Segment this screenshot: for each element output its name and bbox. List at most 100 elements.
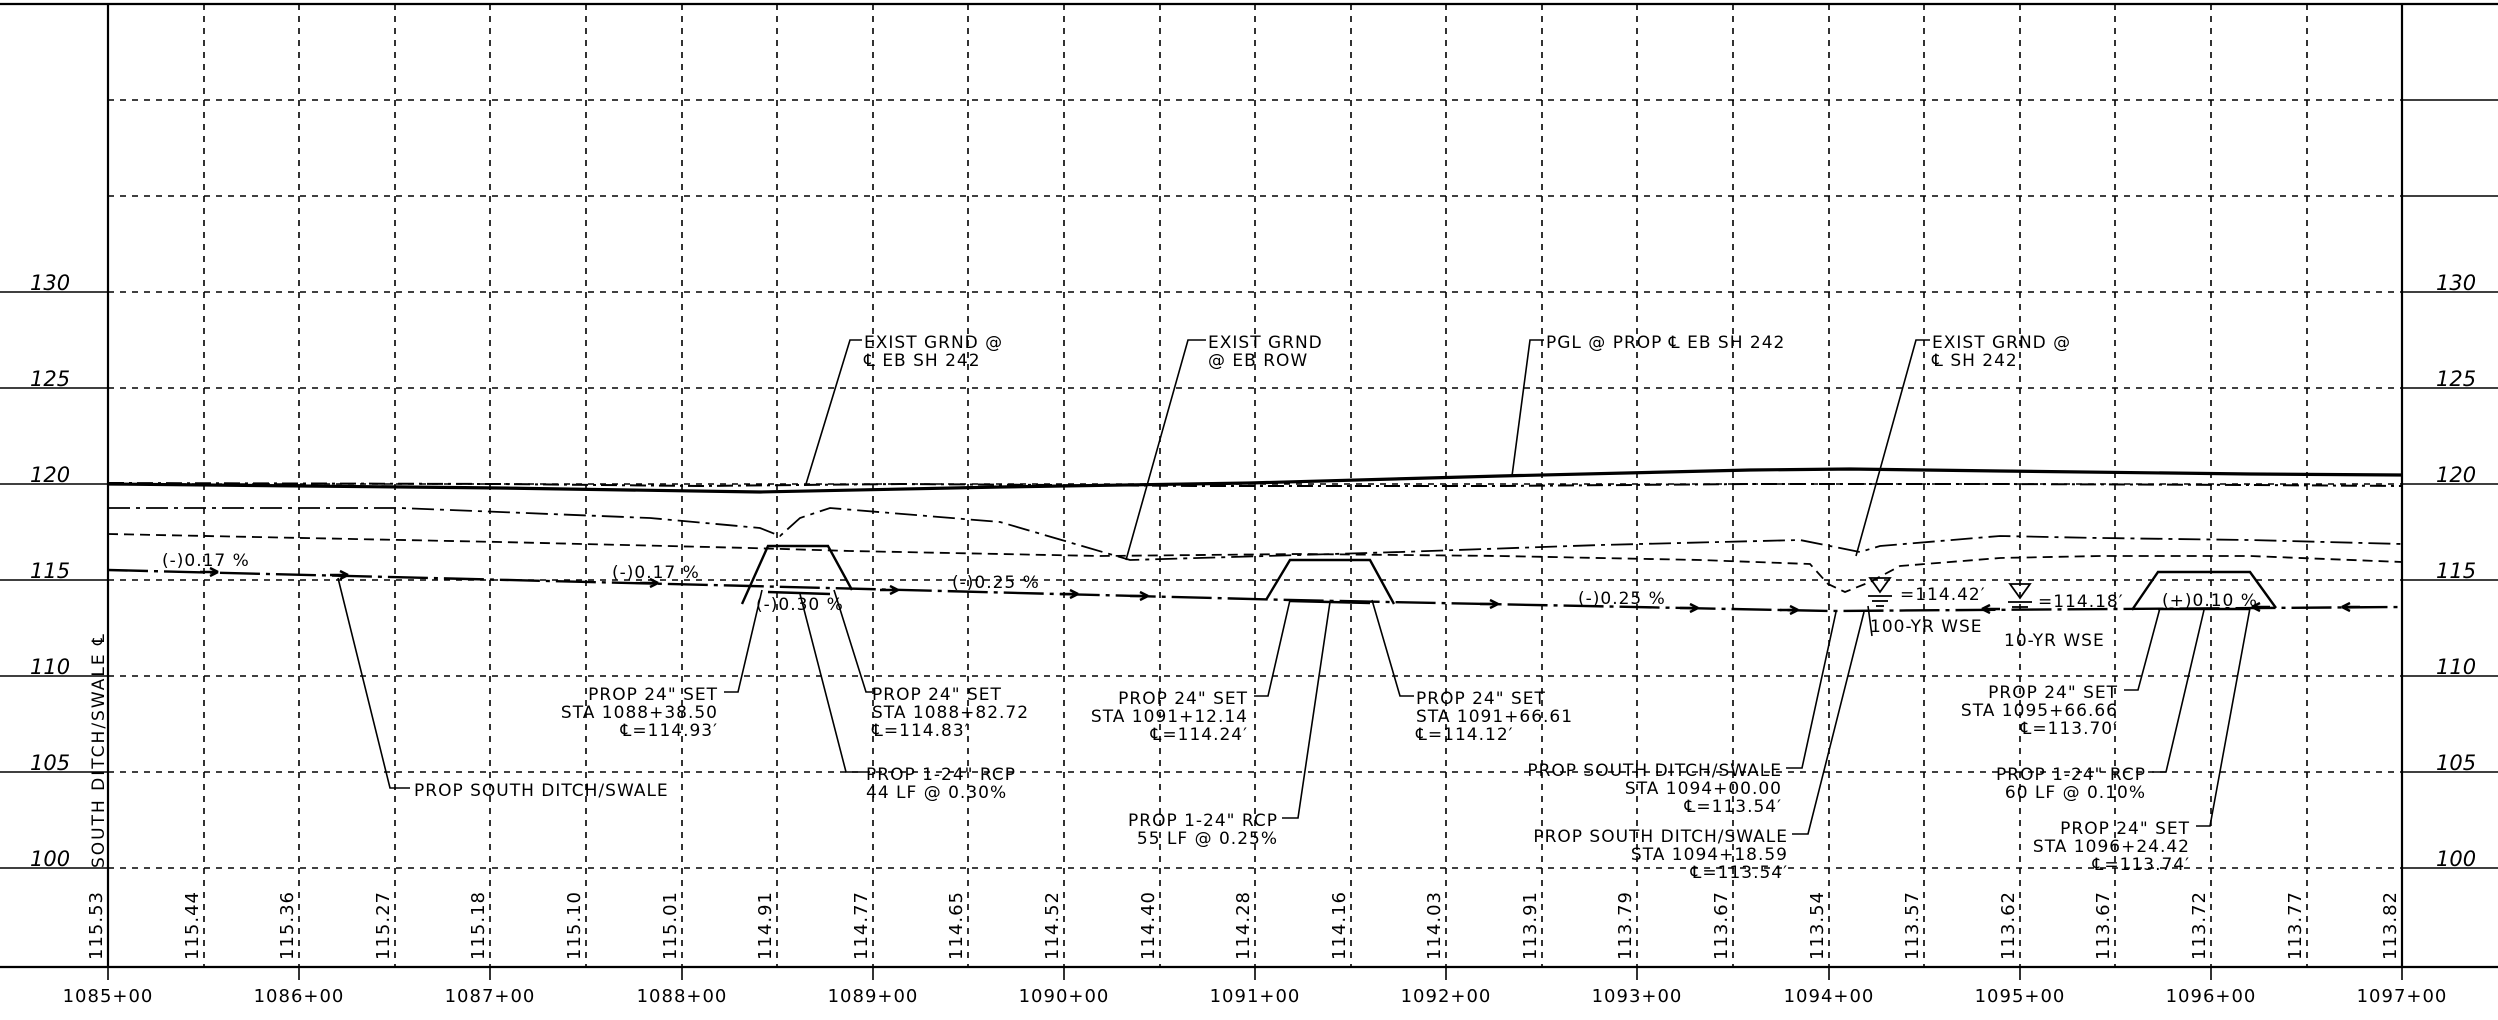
side-title: SOUTH DITCH/SWALE ℄ (89, 632, 109, 868)
station-label: 1097+00 (2357, 986, 2448, 1007)
note-ditch-1094-00: PROP SOUTH DITCH/SWALE STA 1094+00.00 ℄=… (1527, 611, 1837, 817)
svg-text:℄=113.54′: ℄=113.54′ (1683, 797, 1782, 817)
elevation-label: 115.44 (182, 891, 203, 960)
note-set-1096-24: PROP 24" SET STA 1096+24.42 ℄=113.74′ (2033, 607, 2251, 875)
elevation-label: 115.27 (373, 891, 394, 960)
y-label: 130 (2436, 271, 2476, 295)
y-label: 115 (2436, 559, 2476, 583)
elevation-label: 115.36 (277, 891, 298, 960)
callout-pgl: PGL @ PROP ℄ EB SH 242 (1511, 333, 1784, 477)
wse-10yr-label: 10-YR WSE (2004, 631, 2105, 651)
exist-grnd-c-sh242-line (107, 533, 2403, 593)
bottom-elevations: 115.53 115.44 115.36 115.27 115.18 115.1… (86, 891, 2401, 960)
y-label: 110 (2436, 655, 2476, 679)
elevation-label: 113.67 (2093, 891, 2114, 960)
svg-text:℄=113.74′: ℄=113.74′ (2091, 855, 2190, 875)
svg-text:PROP 24" SET: PROP 24" SET (872, 685, 1002, 705)
callout-line: EXIST GRND @ (864, 333, 1003, 353)
svg-text:STA 1088+38.50: STA 1088+38.50 (561, 703, 718, 723)
y-label: 130 (30, 271, 70, 295)
note-rcp-44lf: PROP 1-24" RCP 44 LF @ 0.30% (799, 593, 1016, 803)
wse-100yr-elev: =114.42′ (1900, 585, 1986, 605)
y-label: 100 (30, 847, 70, 871)
note-set-1095-66: PROP 24" SET STA 1095+66.66 ℄=113.70′ (1961, 607, 2161, 739)
station-label: 1091+00 (1210, 986, 1301, 1007)
elevation-label: 113.79 (1615, 891, 1636, 960)
set-structure (2131, 570, 2277, 611)
svg-text:PROP 1-24" RCP: PROP 1-24" RCP (866, 765, 1016, 785)
svg-text:℄=114.24′: ℄=114.24′ (1149, 725, 1248, 745)
callout-line: PROP SOUTH DITCH/SWALE (414, 781, 669, 801)
elevation-label: 113.82 (2380, 891, 2401, 960)
callout-prop-south-ditch: PROP SOUTH DITCH/SWALE (337, 577, 669, 801)
svg-text:PROP 24" SET: PROP 24" SET (2060, 819, 2190, 839)
station-label: 1096+00 (2166, 986, 2257, 1007)
y-label: 115 (30, 559, 70, 583)
station-label: 1090+00 (1019, 986, 1110, 1007)
station-labels: 1085+00 1086+00 1087+00 1088+00 1089+00 … (63, 986, 2448, 1007)
station-label: 1087+00 (445, 986, 536, 1007)
slope-label: (-)0.30 % (756, 595, 844, 615)
y-label: 105 (30, 751, 70, 775)
y-label: 100 (2436, 847, 2476, 871)
svg-text:PROP 24" SET: PROP 24" SET (588, 685, 718, 705)
svg-text:STA 1091+66.61: STA 1091+66.61 (1416, 707, 1573, 727)
svg-text:55 LF @ 0.25%: 55 LF @ 0.25% (1137, 829, 1278, 849)
axis-ticks (0, 99, 2498, 869)
note-rcp-60lf: PROP 1-24" RCP 60 LF @ 0.10% (1996, 609, 2205, 803)
elevation-label: 115.53 (86, 891, 107, 960)
note-set-1088-38: PROP 24" SET STA 1088+38.50 ℄=114.93′ (561, 589, 763, 741)
station-label: 1088+00 (637, 986, 728, 1007)
station-label: 1094+00 (1784, 986, 1875, 1007)
elevation-label: 113.62 (1998, 891, 2019, 960)
svg-text:STA 1096+24.42: STA 1096+24.42 (2033, 837, 2190, 857)
elevation-label: 114.91 (755, 891, 776, 960)
culvert-structures (740, 544, 2277, 611)
wse-10yr-elev: =114.18′ (2038, 592, 2124, 612)
elevation-label: 114.40 (1138, 891, 1159, 960)
svg-text:PROP 24" SET: PROP 24" SET (1416, 689, 1546, 709)
svg-text:STA 1094+00.00: STA 1094+00.00 (1625, 779, 1782, 799)
callout-line: ℄ SH 242 (1931, 351, 2018, 371)
svg-text:STA 1094+18.59: STA 1094+18.59 (1631, 845, 1788, 865)
elevation-label: 114.28 (1233, 891, 1254, 960)
svg-text:℄=113.54′: ℄=113.54′ (1689, 863, 1788, 883)
callout-exist-grnd-row: EXIST GRND @ EB ROW (1125, 333, 1323, 561)
svg-text:PROP 1-24" RCP: PROP 1-24" RCP (1128, 811, 1278, 831)
station-label: 1089+00 (828, 986, 919, 1007)
svg-text:℄=114.12′: ℄=114.12′ (1415, 725, 1514, 745)
callout-line: EXIST GRND @ (1932, 333, 2071, 353)
svg-text:STA 1095+66.66: STA 1095+66.66 (1961, 701, 2118, 721)
station-label: 1085+00 (63, 986, 154, 1007)
svg-text:PROP 24" SET: PROP 24" SET (1118, 689, 1248, 709)
callout-exist-grnd-sh: EXIST GRND @ ℄ SH 242 (1855, 333, 2071, 557)
set-structure (740, 544, 854, 605)
svg-text:PROP SOUTH DITCH/SWALE: PROP SOUTH DITCH/SWALE (1527, 761, 1782, 781)
exist-grnd-eb-row-line (108, 507, 2403, 561)
slope-label: (-)0.17 % (612, 563, 700, 583)
station-label: 1086+00 (254, 986, 345, 1007)
pgl-profile-line (107, 467, 2403, 494)
elevation-label: 113.57 (1902, 891, 1923, 960)
flow-arrows (200, 566, 2360, 616)
callout-line: ℄ EB SH 242 (863, 351, 981, 371)
elevation-label: 115.18 (468, 891, 489, 960)
svg-text:PROP SOUTH DITCH/SWALE: PROP SOUTH DITCH/SWALE (1533, 827, 1788, 847)
note-set-1091-66: PROP 24" SET STA 1091+66.61 ℄=114.12′ (1371, 599, 1573, 745)
wse-100yr: =114.42′ 100-YR WSE (1867, 577, 1986, 637)
wse-100yr-label: 100-YR WSE (1870, 617, 1983, 637)
elevation-label: 114.65 (946, 891, 967, 960)
callout-line: EXIST GRND (1208, 333, 1323, 353)
svg-text:PROP 24" SET: PROP 24" SET (1988, 683, 2118, 703)
y-label: 125 (2436, 367, 2476, 391)
elevation-label: 115.01 (660, 891, 681, 960)
elevation-label: 114.16 (1329, 891, 1350, 960)
elevation-label: 113.54 (1807, 891, 1828, 960)
note-rcp-55lf: PROP 1-24" RCP 55 LF @ 0.25% (1128, 601, 1331, 849)
y-axis-left: 130 125 120 115 110 105 100 (30, 271, 70, 871)
y-label: 120 (2436, 463, 2476, 487)
slope-label: (-)0.25 % (952, 573, 1040, 593)
elevation-label: 113.91 (1520, 891, 1541, 960)
note-set-1088-82: PROP 24" SET STA 1088+82.72 ℄=114.83′ (833, 589, 1028, 741)
